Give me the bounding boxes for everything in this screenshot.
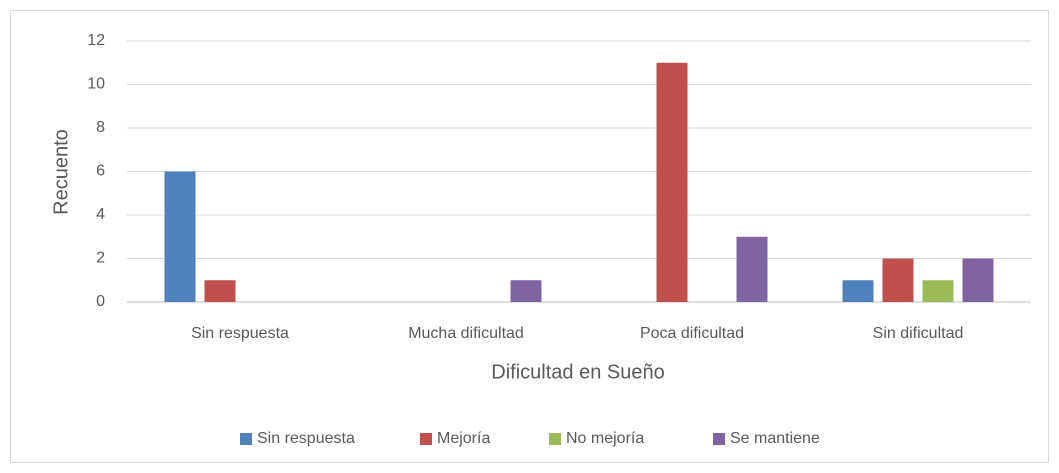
legend-swatch bbox=[549, 433, 561, 445]
x-tick-label: Sin respuesta bbox=[191, 325, 289, 342]
bar bbox=[204, 280, 236, 302]
x-axis-title: Dificultad en Sueño bbox=[491, 361, 664, 383]
bar bbox=[882, 258, 914, 302]
bar bbox=[736, 236, 768, 302]
y-tick-label: 4 bbox=[96, 206, 105, 223]
x-tick-label: Sin dificultad bbox=[873, 325, 964, 342]
legend-swatch bbox=[240, 433, 252, 445]
bar bbox=[656, 62, 688, 302]
y-tick-label: 12 bbox=[87, 32, 105, 49]
bar bbox=[510, 280, 542, 302]
legend-label: Sin respuesta bbox=[257, 430, 355, 447]
y-tick-label: 8 bbox=[96, 119, 105, 136]
y-tick-label: 6 bbox=[96, 163, 105, 180]
bar bbox=[922, 280, 954, 302]
bar bbox=[164, 171, 196, 302]
bar bbox=[962, 258, 994, 302]
legend-swatch bbox=[420, 433, 432, 445]
y-tick-label: 0 bbox=[96, 293, 105, 310]
y-tick-label: 10 bbox=[87, 76, 105, 93]
bar bbox=[842, 280, 874, 302]
x-tick-label: Mucha dificultad bbox=[408, 325, 524, 342]
x-tick-label: Poca dificultad bbox=[640, 325, 744, 342]
legend-swatch bbox=[713, 433, 725, 445]
legend-label: Se mantiene bbox=[730, 430, 820, 447]
y-axis-title: Recuento bbox=[50, 129, 72, 215]
y-tick-label: 2 bbox=[96, 250, 105, 267]
legend-label: No mejoría bbox=[566, 430, 644, 447]
legend-label: Mejoría bbox=[437, 430, 490, 447]
